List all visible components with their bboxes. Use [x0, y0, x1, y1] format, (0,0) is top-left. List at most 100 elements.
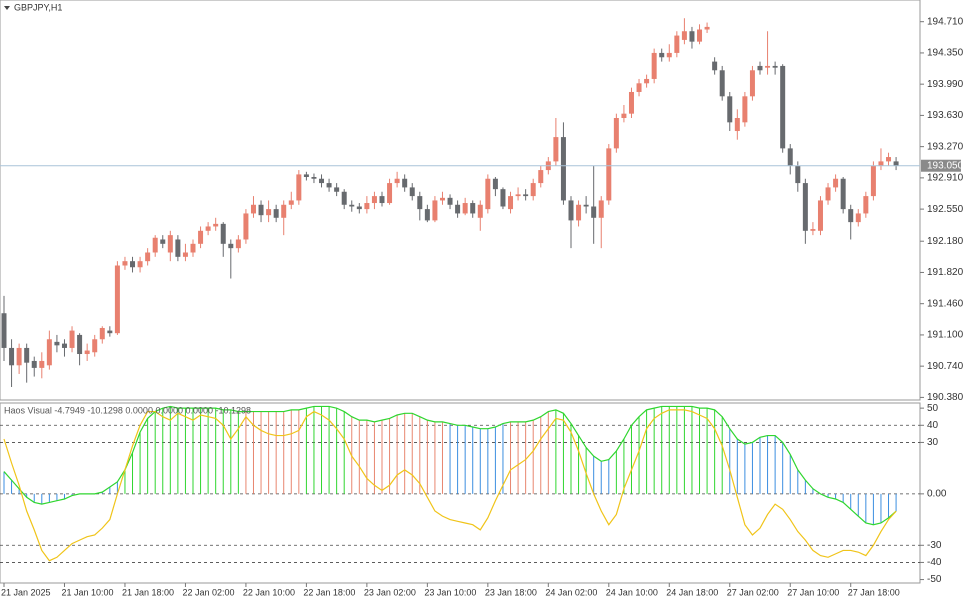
candle-body: [409, 187, 415, 197]
candle-body: [553, 137, 559, 162]
y-tick-label: 191.100: [927, 330, 963, 341]
candle-body: [145, 252, 151, 262]
candle-body: [606, 148, 612, 201]
candle-body: [863, 196, 869, 214]
candle-body: [334, 187, 340, 192]
candle-body: [341, 191, 347, 205]
candle-body: [477, 204, 483, 218]
y-tick-label: 50: [927, 403, 939, 414]
candle-body: [840, 178, 846, 210]
y-tick-label: 190.740: [927, 361, 963, 372]
candle-body: [870, 165, 876, 197]
candle-body: [530, 183, 536, 197]
y-tick-label: 191.460: [927, 298, 963, 309]
candle-body: [749, 70, 755, 97]
candle-body: [523, 194, 529, 197]
candle-body: [364, 203, 370, 210]
candle-body: [288, 200, 294, 205]
indicator-title: Haos Visual -4.7949 -10.1298 0.0000 0.00…: [4, 405, 251, 415]
candle-body: [281, 204, 287, 218]
bid-label: 193.050: [927, 160, 963, 171]
y-tick-label: 0.00: [927, 488, 947, 499]
candle-body: [787, 148, 793, 166]
candle-body: [303, 174, 309, 178]
candle-body: [228, 243, 234, 249]
y-tick-label: 193.270: [927, 141, 963, 152]
bid-label-box: [921, 159, 961, 172]
candle-body: [46, 339, 52, 366]
candle-body: [160, 239, 166, 244]
candle-body: [636, 83, 642, 92]
candle-body: [893, 161, 899, 166]
candle-body: [250, 204, 256, 214]
x-tick-label: 24 Jan 18:00: [666, 587, 718, 597]
candle-body: [742, 96, 748, 123]
x-tick-label: 21 Jan 2025: [1, 587, 51, 597]
x-tick-label: 27 Jan 02:00: [727, 587, 779, 597]
x-tick-label: 24 Jan 02:00: [545, 587, 597, 597]
menu-arrow: [4, 6, 10, 10]
candle-body: [205, 226, 211, 231]
indicator-line: [3, 409, 897, 562]
y-tick-label: 191.820: [927, 267, 963, 278]
x-tick-label: 22 Jan 18:00: [303, 587, 355, 597]
candle-body: [356, 206, 362, 210]
candle-body: [349, 204, 355, 207]
x-tick-label: 21 Jan 18:00: [122, 587, 174, 597]
y-tick-label: 192.550: [927, 204, 963, 215]
candle-body: [137, 261, 143, 268]
candle-body: [213, 223, 219, 227]
candle-body: [795, 165, 801, 184]
y-tick-label: 193.990: [927, 79, 963, 90]
candle-body: [568, 200, 574, 221]
candle-body: [734, 118, 740, 132]
candle-body: [220, 223, 226, 244]
candle-body: [772, 65, 778, 68]
candle-body: [485, 178, 491, 210]
price-frame: [0, 0, 921, 401]
candle-body: [114, 265, 120, 334]
x-tick-label: 21 Jan 10:00: [61, 587, 113, 597]
candle-body: [424, 209, 430, 221]
candle-body: [689, 31, 695, 42]
candle-body: [515, 194, 521, 197]
y-tick-label: 194.350: [927, 48, 963, 59]
candle-body: [296, 174, 302, 201]
candle-body: [697, 29, 703, 42]
candle-body: [765, 65, 771, 68]
y-tick-label: 193.630: [927, 110, 963, 121]
y-tick-label: 30: [927, 437, 939, 448]
candle-body: [492, 178, 498, 190]
candle-body: [394, 178, 400, 184]
candle-body: [757, 65, 763, 71]
candle-body: [24, 347, 30, 363]
candle-body: [447, 197, 453, 205]
candle-body: [508, 196, 514, 210]
candle-body: [780, 65, 786, 149]
candle-body: [16, 347, 22, 366]
y-tick-label: 40: [927, 420, 939, 431]
candle-body: [432, 200, 438, 221]
candle-body: [130, 261, 136, 268]
x-tick-label: 27 Jan 18:00: [848, 587, 900, 597]
x-tick-label: 22 Jan 02:00: [182, 587, 234, 597]
candle-body: [69, 330, 75, 348]
candle-body: [99, 327, 105, 340]
candle-body: [77, 334, 83, 355]
candle-body: [613, 118, 619, 149]
candle-body: [666, 52, 672, 58]
candle-body: [810, 229, 816, 231]
indicator-line: [3, 405, 897, 526]
candle-body: [848, 209, 854, 223]
x-tick-label: 24 Jan 10:00: [606, 587, 658, 597]
candle-body: [92, 339, 98, 353]
candle-body: [1, 313, 7, 348]
candle-body: [311, 177, 317, 179]
candle-body: [61, 343, 67, 348]
candle-body: [817, 200, 823, 231]
candle-body: [621, 113, 627, 119]
candle-body: [379, 196, 385, 204]
candle-body: [855, 213, 861, 223]
candle-body: [825, 187, 831, 201]
